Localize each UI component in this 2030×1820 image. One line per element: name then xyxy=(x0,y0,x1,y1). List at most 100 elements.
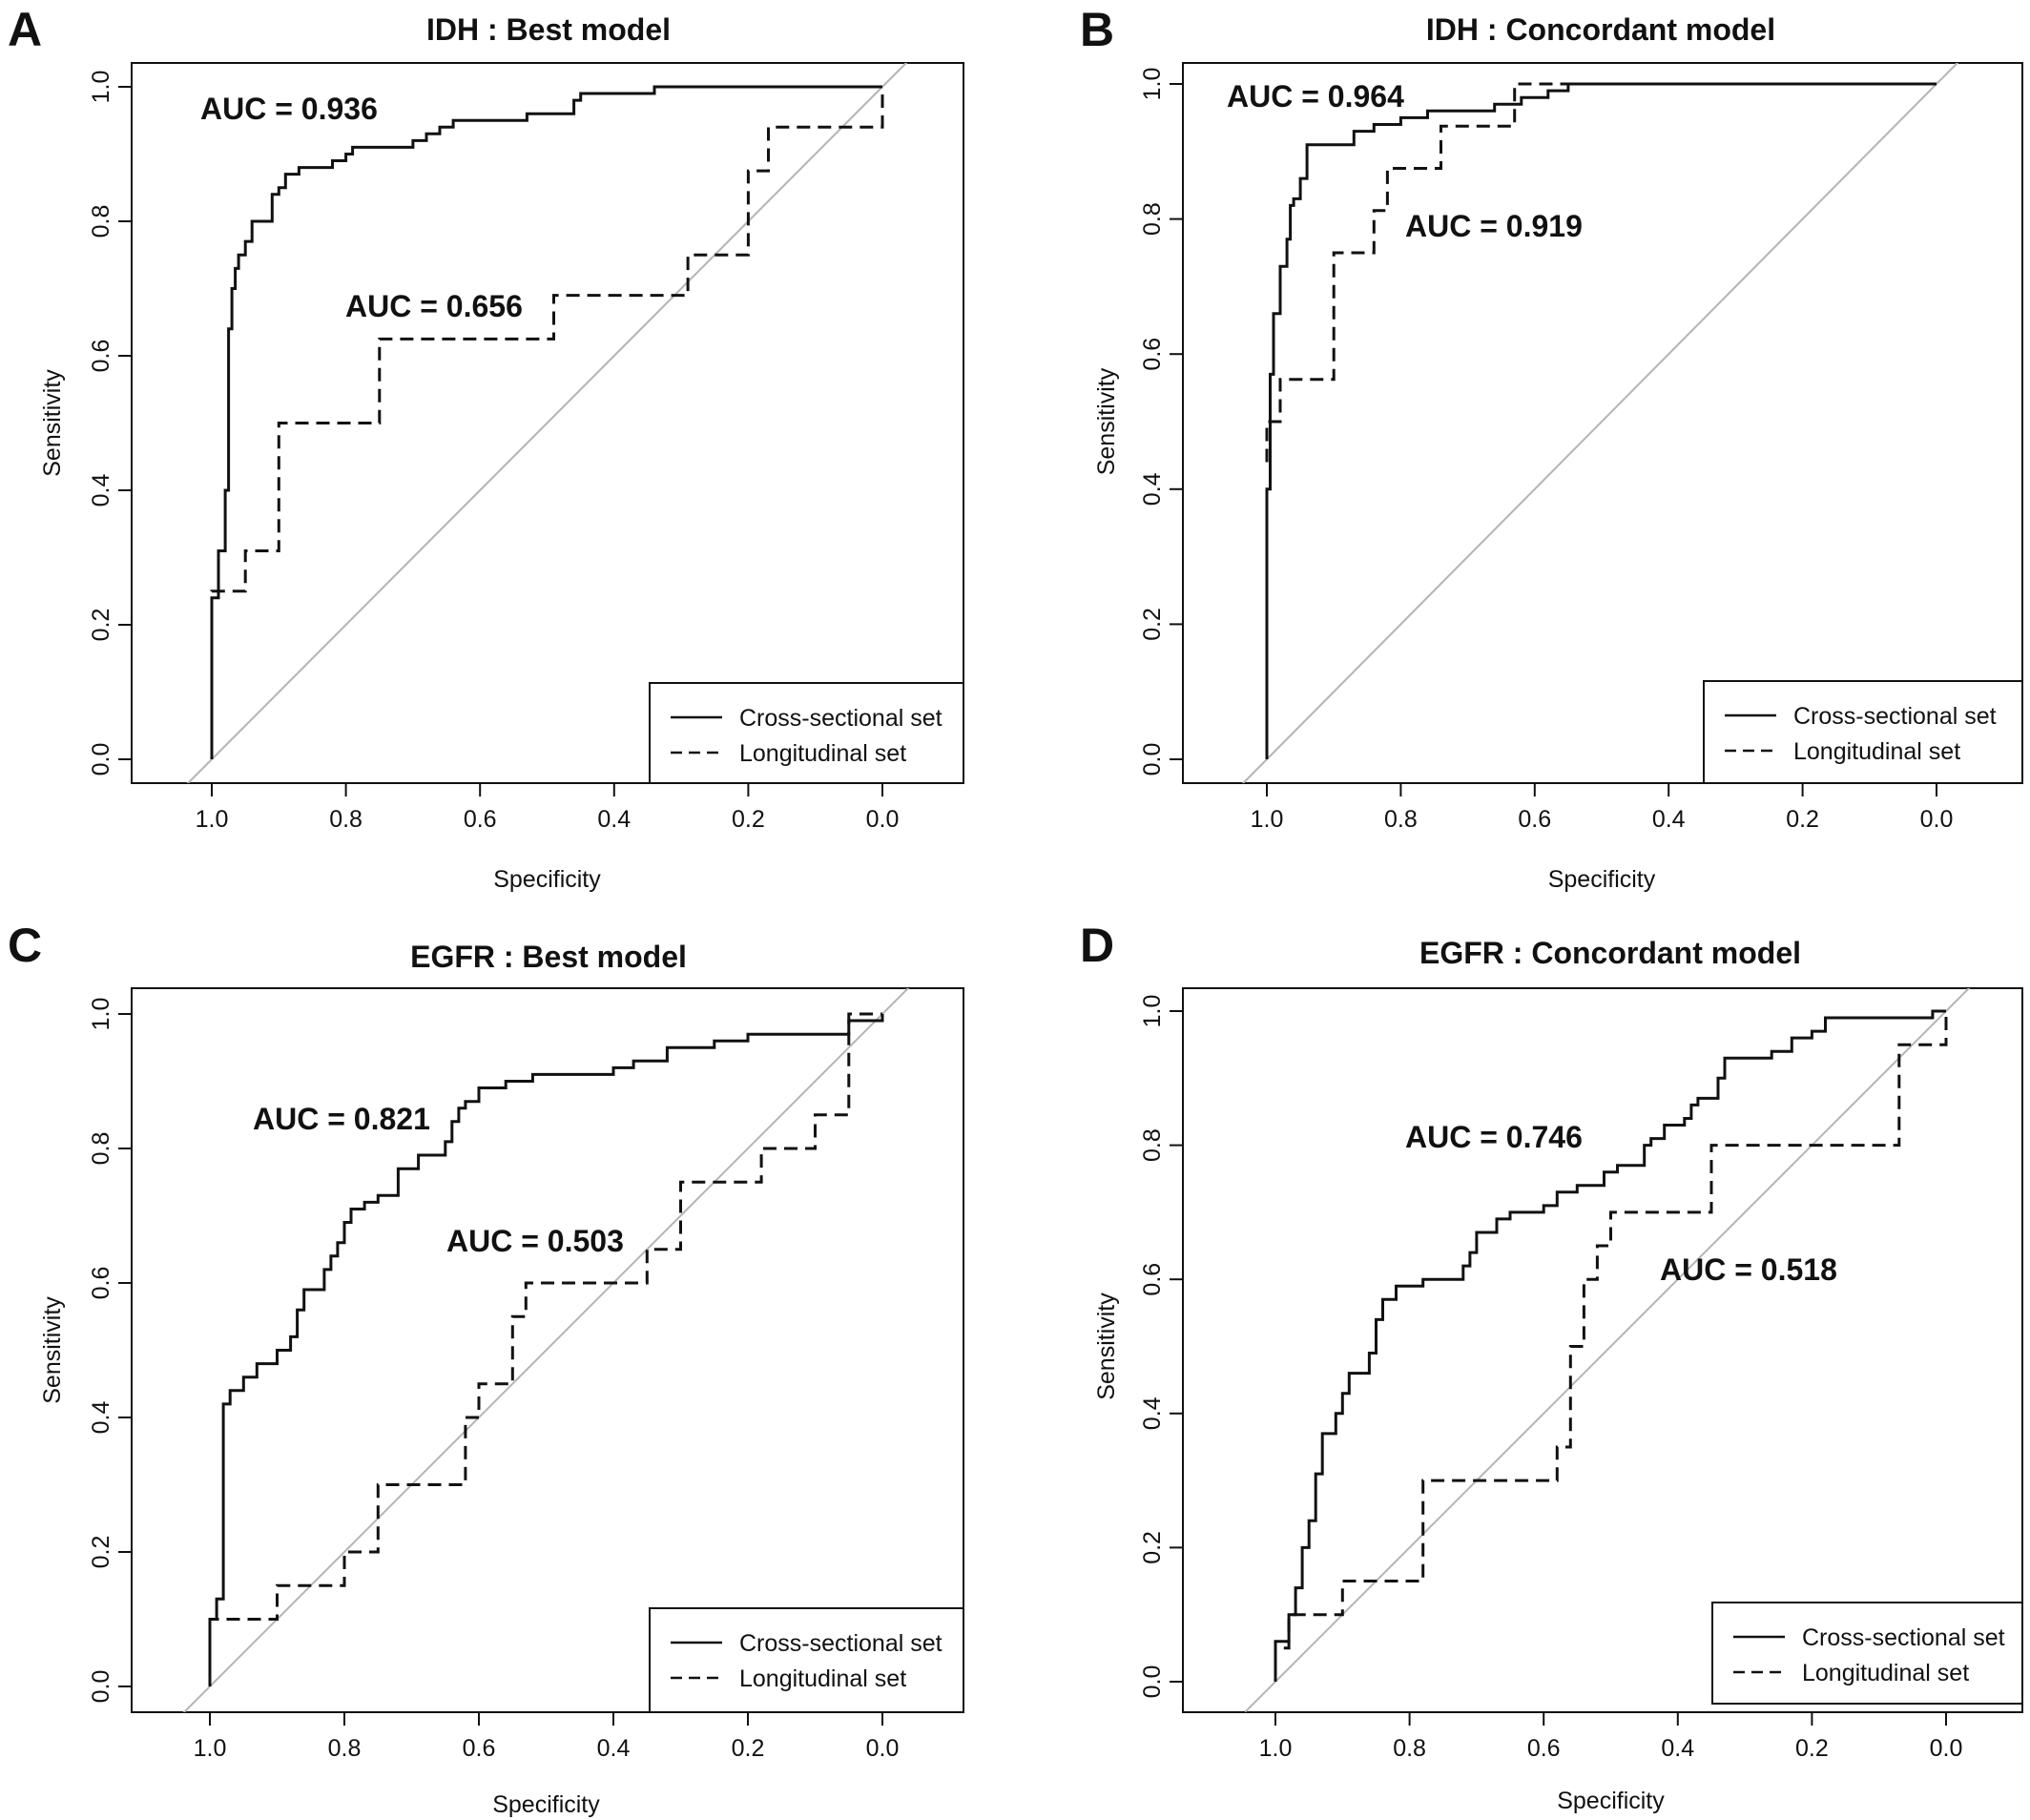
x-tick-label: 1.0 xyxy=(194,1735,227,1762)
longitudinal-roc-curve xyxy=(1265,82,1937,463)
x-axis-label: Specificity xyxy=(1548,866,1656,893)
legend-entry: Cross-sectional set xyxy=(739,705,942,732)
longitudinal-roc-curve xyxy=(1274,1011,1948,1682)
y-tick-label: 0.0 xyxy=(88,743,114,776)
legend-box xyxy=(649,1607,964,1713)
chance-diagonal xyxy=(1244,988,1971,1712)
plot-frame xyxy=(1182,62,2023,784)
panel-a: A IDH : Best model 1.0 0.8 0.6 0.4 0.2 0.0 0.0 0.… xyxy=(8,3,964,893)
chance-diagonal xyxy=(182,988,910,1712)
x-tick-label: 0.2 xyxy=(1795,1735,1829,1762)
x-tick-label: 0.8 xyxy=(1384,806,1418,833)
longitudinal-roc-curve xyxy=(208,1012,882,1686)
panel-b: B IDH : Concordant model 1.0 0.8 0.6 0.4 0.2 0.… xyxy=(1080,3,2023,893)
cross-sectional-roc-curve xyxy=(210,85,882,759)
x-tick-label: 0.4 xyxy=(1652,806,1686,833)
x-axis-label: Specificity xyxy=(492,1791,600,1818)
auc-label: AUC = 0.821 xyxy=(253,1102,430,1136)
longitudinal-roc-curve xyxy=(210,87,884,759)
x-tick-label: 0.2 xyxy=(732,1735,765,1762)
x-tick-label: 1.0 xyxy=(196,806,229,833)
y-tick-label: 0.0 xyxy=(88,1670,114,1704)
y-tick-label: 0.8 xyxy=(88,1132,114,1166)
y-tick-label: 0.2 xyxy=(1139,608,1166,641)
legend-entry: Cross-sectional set xyxy=(739,1630,942,1657)
cross-sectional-roc-curve xyxy=(208,1014,884,1686)
x-tick-label: 0.8 xyxy=(329,806,362,833)
cross-sectional-roc-curve xyxy=(1274,1009,1946,1682)
legend-entry: Longitudinal set xyxy=(1793,738,1960,765)
auc-label: AUC = 0.656 xyxy=(345,289,523,323)
y-tick-label: 1.0 xyxy=(88,71,114,104)
x-tick-label: 0.2 xyxy=(732,806,765,833)
x-axis-label: Specificity xyxy=(493,866,601,893)
x-tick-label: 0.0 xyxy=(1920,806,1954,833)
x-tick-label: 0.2 xyxy=(1786,806,1819,833)
auc-label: AUC = 0.936 xyxy=(200,92,378,126)
chart-title: IDH : Concordant model xyxy=(1426,12,1775,47)
x-tick-label: 0.6 xyxy=(463,1735,496,1762)
panel-letter: D xyxy=(1080,919,1114,972)
x-tick-label: 0.6 xyxy=(1527,1735,1561,1762)
y-tick-label: 0.0 xyxy=(1139,1665,1166,1699)
panel-d: D EGFR : Concordant model 1.0 0.8 0.6 0.4 0.2 0… xyxy=(1080,919,2023,1814)
y-tick-label: 0.4 xyxy=(88,1401,114,1435)
auc-label: AUC = 0.746 xyxy=(1405,1120,1583,1154)
legend-entry: Longitudinal set xyxy=(1802,1660,1969,1686)
y-tick-label: 0.8 xyxy=(1139,202,1166,236)
y-tick-label: 1.0 xyxy=(1139,68,1166,101)
x-tick-label: 0.0 xyxy=(1930,1735,1963,1762)
legend-box xyxy=(1711,1602,2023,1705)
y-tick-label: 0.6 xyxy=(1139,338,1166,371)
y-axis-label: Sensitivity xyxy=(39,1296,66,1404)
x-tick-label: 0.8 xyxy=(1393,1735,1426,1762)
legend-entry: Cross-sectional set xyxy=(1793,703,1997,730)
cross-sectional-roc-curve xyxy=(1265,82,1937,759)
y-tick-label: 0.4 xyxy=(1139,1396,1166,1430)
y-tick-label: 0.8 xyxy=(88,205,114,238)
y-axis-label: Sensitivity xyxy=(39,369,66,477)
y-tick-label: 0.2 xyxy=(88,609,114,642)
y-tick-label: 0.4 xyxy=(1139,472,1166,506)
auc-label: AUC = 0.518 xyxy=(1660,1252,1837,1287)
x-tick-label: 0.4 xyxy=(597,1735,631,1762)
chart-title: IDH : Best model xyxy=(426,12,671,47)
y-tick-label: 0.6 xyxy=(88,340,114,373)
x-tick-label: 0.0 xyxy=(866,1735,900,1762)
y-tick-label: 0.2 xyxy=(88,1536,114,1569)
y-tick-label: 1.0 xyxy=(1139,995,1166,1028)
panel-letter: A xyxy=(8,3,42,56)
y-tick-label: 0.8 xyxy=(1139,1128,1166,1162)
legend-entry: Longitudinal set xyxy=(739,740,906,767)
y-tick-label: 0.2 xyxy=(1139,1531,1166,1564)
plot-frame xyxy=(131,987,964,1713)
y-tick-label: 0.6 xyxy=(1139,1263,1166,1296)
panel-c: C EGFR : Best model 1.0 0.8 0.6 0.4 0.2 0.0 0.0 0… xyxy=(8,919,964,1818)
x-tick-label: 0.4 xyxy=(1661,1735,1694,1762)
x-tick-label: 0.0 xyxy=(866,806,900,833)
y-tick-label: 1.0 xyxy=(88,998,114,1031)
auc-label: AUC = 0.964 xyxy=(1227,79,1404,114)
x-tick-label: 0.6 xyxy=(1518,806,1551,833)
x-tick-label: 0.8 xyxy=(328,1735,362,1762)
y-tick-label: 0.4 xyxy=(88,474,114,507)
chart-title: EGFR : Concordant model xyxy=(1419,936,1801,970)
auc-label: AUC = 0.503 xyxy=(446,1224,624,1258)
legend-box xyxy=(1703,680,2023,784)
y-axis-label: Sensitivity xyxy=(1093,367,1120,475)
y-tick-label: 0.0 xyxy=(1139,743,1166,776)
x-tick-label: 0.4 xyxy=(597,806,631,833)
x-tick-label: 1.0 xyxy=(1251,806,1284,833)
x-tick-label: 1.0 xyxy=(1259,1735,1293,1762)
y-axis-label: Sensitivity xyxy=(1093,1293,1120,1400)
chance-diagonal xyxy=(1241,63,1959,783)
legend-entry: Cross-sectional set xyxy=(1802,1624,2005,1651)
x-axis-label: Specificity xyxy=(1557,1788,1665,1814)
panel-letter: B xyxy=(1080,3,1114,56)
auc-label: AUC = 0.919 xyxy=(1405,209,1583,243)
x-tick-label: 0.6 xyxy=(464,806,497,833)
chart-title: EGFR : Best model xyxy=(410,940,687,974)
panel-letter: C xyxy=(8,919,42,972)
